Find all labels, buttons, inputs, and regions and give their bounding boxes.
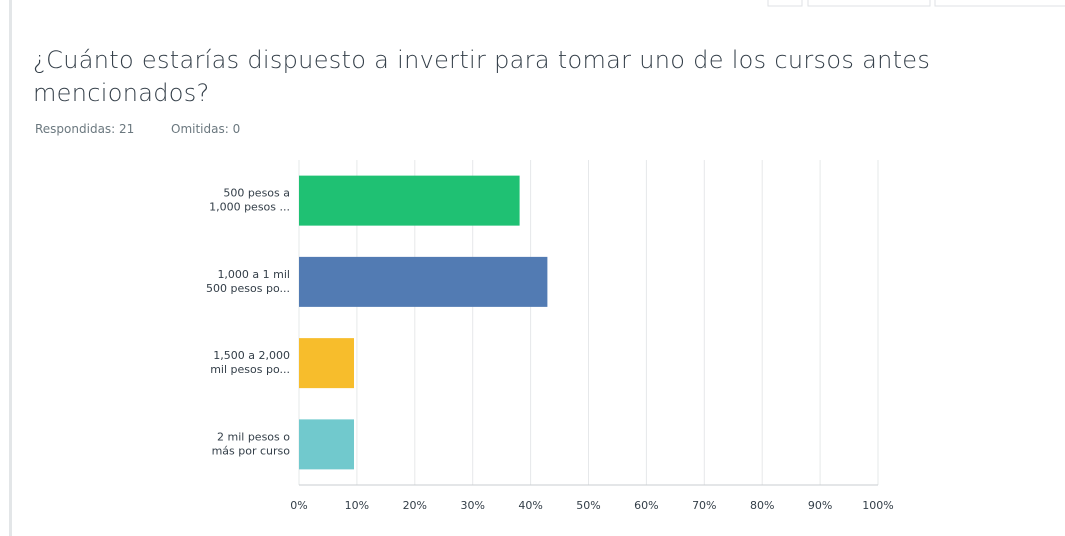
x-tick-label: 10% bbox=[345, 499, 369, 512]
bar bbox=[299, 175, 520, 226]
y-tick-label: 1,000 a 1 mil bbox=[217, 268, 290, 281]
x-tick-label: 90% bbox=[808, 499, 832, 512]
skipped-count: Omitidas: 0 bbox=[171, 122, 241, 136]
x-tick-label: 60% bbox=[634, 499, 658, 512]
bar bbox=[299, 256, 548, 307]
x-tick-label: 100% bbox=[862, 499, 893, 512]
tab bbox=[934, 0, 1065, 7]
x-tick-label: 80% bbox=[750, 499, 774, 512]
x-tick-label: 20% bbox=[403, 499, 427, 512]
x-tick-label: 30% bbox=[460, 499, 484, 512]
y-tick-label: 1,500 a 2,000 bbox=[213, 349, 290, 362]
y-tick-label: más por curso bbox=[212, 444, 291, 457]
y-tick-label: mil pesos po... bbox=[210, 363, 290, 376]
x-tick-label: 70% bbox=[692, 499, 716, 512]
bar bbox=[299, 338, 355, 389]
x-tick-label: 0% bbox=[290, 499, 307, 512]
answered-count: Respondidas: 21 bbox=[35, 122, 135, 136]
question-title: ¿Cuánto estarías dispuesto a invertir pa… bbox=[33, 46, 931, 107]
tab bbox=[807, 0, 931, 7]
y-tick-label: 500 pesos a bbox=[223, 187, 290, 200]
bar bbox=[299, 419, 355, 470]
tab bbox=[767, 0, 803, 7]
y-tick-label: 500 pesos po... bbox=[206, 282, 290, 295]
y-tick-label: 2 mil pesos o bbox=[217, 430, 290, 443]
y-tick-label: 1,000 pesos ... bbox=[209, 201, 290, 214]
x-tick-label: 50% bbox=[576, 499, 600, 512]
x-tick-label: 40% bbox=[518, 499, 542, 512]
